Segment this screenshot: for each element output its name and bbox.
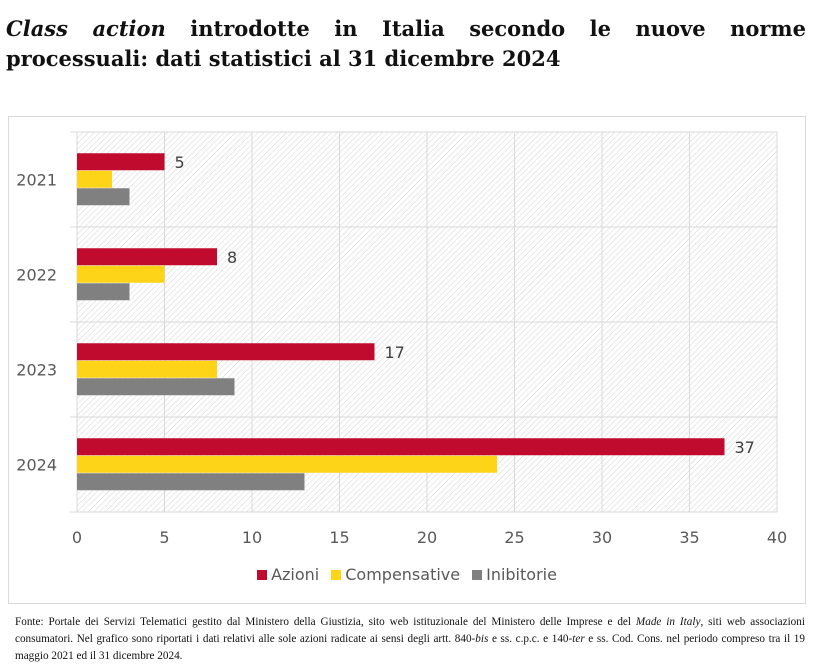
data-label: 5 (175, 153, 185, 172)
chart-frame (8, 116, 806, 604)
bar-inibitorie (77, 378, 235, 396)
bar-azioni (77, 343, 375, 361)
y-tick-label: 2024 (16, 456, 57, 475)
y-tick-label: 2021 (16, 171, 57, 190)
legend-label: Azioni (271, 565, 320, 584)
legend-label: Inibitorie (486, 565, 557, 584)
bar-inibitorie (77, 473, 305, 491)
legend-swatch (331, 570, 342, 580)
bar-inibitorie (77, 283, 130, 301)
bar-compensative (77, 170, 112, 188)
bar-azioni (77, 438, 725, 456)
legend-item-inibitorie: Inibitorie (472, 565, 557, 584)
data-label: 37 (735, 438, 755, 457)
source-note: Fonte: Portale dei Servizi Telematici ge… (15, 616, 805, 662)
bar-inibitorie (77, 188, 130, 206)
bar-compensative (77, 455, 497, 473)
legend-label: Compensative (345, 565, 461, 584)
x-tick-label: 10 (242, 528, 262, 547)
legend: Azioni Compensative Inibitorie (0, 565, 814, 584)
x-tick-label: 0 (72, 528, 82, 547)
data-label: 8 (227, 248, 237, 267)
title-italic: Class action (6, 16, 166, 41)
page-title: Class action introdotte in Italia second… (6, 14, 806, 74)
legend-swatch (472, 570, 483, 580)
y-tick-label: 2023 (16, 361, 57, 380)
x-tick-label: 30 (592, 528, 612, 547)
bar-compensative (77, 265, 165, 283)
x-tick-label: 35 (679, 528, 699, 547)
y-tick-label: 2022 (16, 266, 57, 285)
title-text: introdotte in Italia secondo le nuove no… (6, 16, 806, 71)
x-tick-label: 40 (767, 528, 787, 547)
x-tick-label: 15 (329, 528, 349, 547)
x-tick-label: 20 (417, 528, 437, 547)
x-tick-label: 5 (159, 528, 169, 547)
x-tick-label: 25 (504, 528, 524, 547)
legend-item-compensative: Compensative (331, 565, 460, 584)
bar-azioni (77, 248, 217, 266)
bar-compensative (77, 360, 217, 378)
data-label: 17 (385, 343, 405, 362)
legend-swatch (257, 570, 268, 580)
bar-azioni (77, 153, 165, 171)
legend-item-azioni: Azioni (257, 565, 319, 584)
